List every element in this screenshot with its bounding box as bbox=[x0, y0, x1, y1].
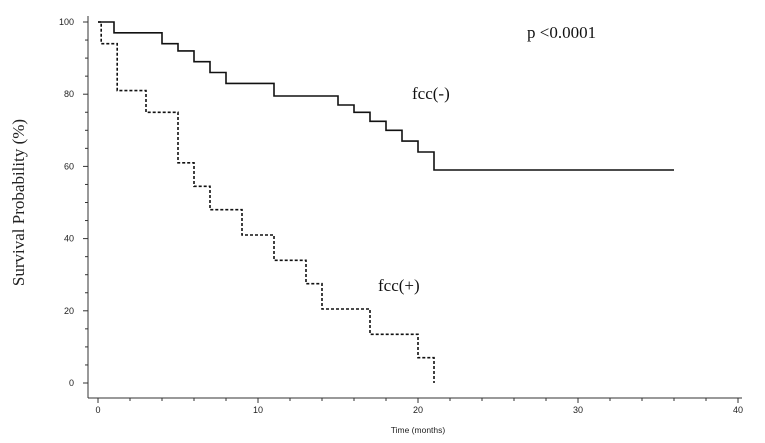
x-tick-label: 30 bbox=[573, 405, 583, 415]
series-label-fcc-pos: fcc(+) bbox=[378, 276, 420, 295]
axes bbox=[87, 16, 742, 399]
series-label-fcc-neg: fcc(-) bbox=[412, 84, 450, 103]
x-ticks: 0 10 20 30 40 bbox=[95, 398, 743, 415]
y-axis-title: Survival Probability (%) bbox=[9, 119, 28, 286]
y-tick-label: 20 bbox=[64, 306, 74, 316]
x-axis-title: Time (months) bbox=[391, 425, 446, 435]
x-tick-label: 0 bbox=[95, 405, 100, 415]
y-tick-label: 0 bbox=[69, 378, 74, 388]
x-tick-label: 10 bbox=[253, 405, 263, 415]
y-tick-label: 40 bbox=[64, 234, 74, 244]
series-line-fcc-neg bbox=[98, 21, 674, 171]
x-tick-label: 20 bbox=[413, 405, 423, 415]
series-line-fcc-pos bbox=[98, 21, 435, 383]
y-tick-label: 60 bbox=[64, 161, 74, 171]
series-layer bbox=[98, 21, 674, 383]
y-ticks: 0 20 40 60 80 100 bbox=[59, 17, 88, 388]
x-tick-label: 40 bbox=[733, 405, 743, 415]
p-value-annotation: p <0.0001 bbox=[527, 23, 596, 42]
y-tick-label: 80 bbox=[64, 89, 74, 99]
y-tick-label: 100 bbox=[59, 17, 74, 27]
